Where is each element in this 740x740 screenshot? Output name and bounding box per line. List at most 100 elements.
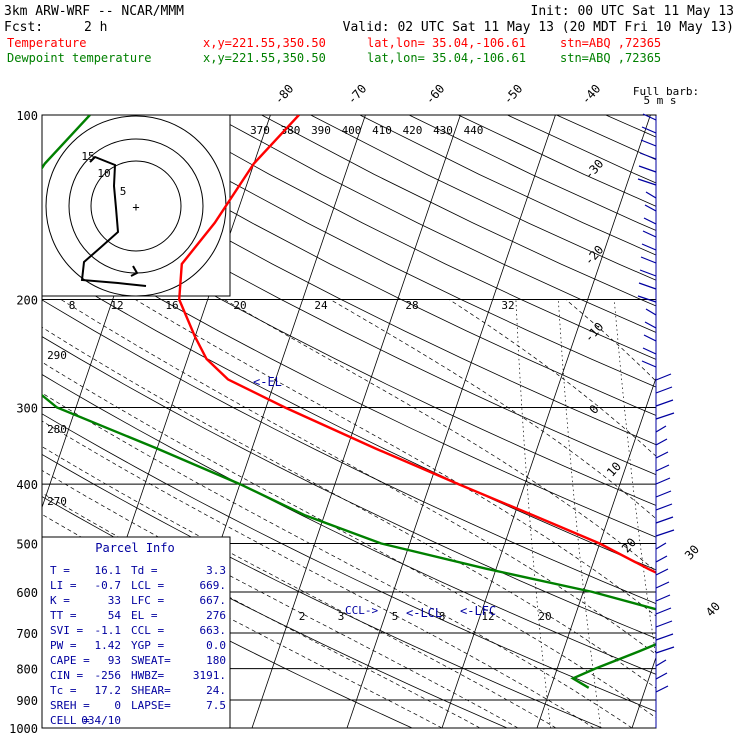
theta-label: 420 — [403, 124, 423, 137]
dry-adiabat-line — [42, 162, 656, 476]
theta-label: 380 — [281, 124, 301, 137]
dry-adiabat-line — [212, 115, 656, 333]
moist-adiabat-line — [449, 299, 656, 457]
mixing-ratio-label: 2 — [299, 610, 306, 623]
pressure-tick-label: 1000 — [9, 722, 38, 736]
parcel-label: TT = — [50, 609, 77, 622]
parcel-label: YGP = — [131, 639, 164, 652]
isotherm-label: -80 — [272, 82, 297, 107]
isotherm-line — [727, 115, 740, 728]
pressure-tick-label: 800 — [16, 663, 38, 677]
wind-barb — [645, 191, 657, 199]
wind-barb — [643, 217, 657, 225]
parcel-label: LI = — [50, 579, 77, 592]
dry-adiabat-line — [605, 115, 656, 138]
parcel-label: EL = — [131, 609, 158, 622]
mixing-ratio-line — [515, 299, 551, 728]
wind-barb — [655, 477, 671, 485]
parcel-value: 7.5 — [206, 699, 226, 712]
wind-barb — [642, 230, 657, 238]
wind-barb — [641, 126, 657, 134]
parcel-info-box: Parcel Info T = 16.1 Td = 3.3 LI = -0.7 LCL = 66… — [41, 536, 231, 729]
parcel-value: 276 — [206, 609, 226, 622]
pressure-tick-label: 500 — [16, 537, 38, 551]
parcel-value: 180 — [206, 654, 226, 667]
parcel-label: PW = — [50, 639, 77, 652]
wind-barb — [641, 360, 657, 368]
parcel-title: Parcel Info — [95, 541, 174, 555]
wind-barb — [655, 659, 667, 667]
wind-barb — [638, 282, 657, 290]
dry-adiabat-line — [42, 229, 656, 538]
wind-barb — [655, 568, 669, 576]
mixing-ratio-label: 20 — [233, 299, 246, 312]
legend-temperature-coords: x,y=221.55,350.50 — [203, 36, 326, 50]
moist-adiabat-line — [565, 299, 656, 382]
wind-barb — [655, 646, 675, 654]
dry-adiabat-line — [42, 299, 656, 605]
wind-barb — [645, 308, 657, 316]
theta-label: 400 — [342, 124, 362, 137]
legend-dewpoint-latlon: lat,lon= 35.04,-106.61 — [367, 51, 526, 65]
parcel-label: SVI = — [50, 624, 83, 637]
parcel-label: CCL = — [131, 624, 164, 637]
parcel-value: 1.42 — [95, 639, 122, 652]
dry-adiabat-line — [42, 336, 656, 639]
moist-adiabat-line — [135, 299, 656, 617]
mixing-ratio-line — [717, 300, 740, 729]
mixing-ratio-label: 5 — [392, 610, 399, 623]
parcel-label: LCL = — [131, 579, 164, 592]
pressure-tick-label: 600 — [16, 586, 38, 600]
wind-barb — [655, 399, 674, 407]
dry-adiabat-line — [310, 115, 656, 281]
dry-adiabat-label: 290 — [47, 349, 67, 362]
wind-barb — [655, 412, 675, 420]
isotherm-label: 0 — [586, 402, 601, 417]
parcel-label: CIN = — [50, 669, 83, 682]
forecast-label: Fcst: — [4, 20, 43, 35]
wind-barb — [655, 685, 669, 693]
el-marker: <-EL — [253, 375, 282, 389]
isotherm-label: 10 — [604, 459, 624, 479]
dry-adiabat-line — [458, 115, 656, 207]
wind-barb — [638, 165, 657, 173]
parcel-label: Td = — [131, 564, 158, 577]
mixing-ratio-label: 28 — [405, 299, 418, 312]
wind-barb — [655, 633, 674, 641]
dry-adiabat-label: 280 — [47, 423, 67, 436]
pressure-tick-label: 900 — [16, 694, 38, 708]
dry-adiabat-line — [42, 195, 656, 506]
isotherm-label: -70 — [345, 82, 370, 107]
parcel-value: 669. — [200, 579, 227, 592]
parcel-value: 24. — [206, 684, 226, 697]
theta-label: 390 — [311, 124, 331, 137]
dewpoint-curve — [42, 115, 656, 689]
wind-barb — [655, 490, 672, 498]
lfc-marker: <-LFC — [460, 604, 496, 618]
theta-label: 410 — [372, 124, 392, 137]
mixing-ratio-label: 3 — [338, 610, 345, 623]
wind-barb — [655, 620, 673, 628]
wind-barb — [644, 204, 657, 212]
isotherm-line — [251, 115, 461, 728]
isotherm-label: -20 — [582, 243, 607, 268]
forecast-hour: 2 h — [84, 20, 107, 35]
pressure-tick-label: 700 — [16, 627, 38, 641]
wind-barb — [655, 464, 670, 472]
wind-barb — [639, 152, 657, 160]
temperature-curve — [177, 115, 656, 574]
isotherm-label: -40 — [579, 82, 604, 107]
wind-barb — [655, 425, 667, 433]
parcel-label: LAPSE= — [131, 699, 171, 712]
pressure-tick-label: 100 — [16, 109, 38, 123]
dry-adiabat-line — [42, 453, 603, 728]
isotherm-line — [536, 376, 656, 728]
parcel-value: -0.7 — [95, 579, 122, 592]
parcel-label: SHEAR= — [131, 684, 171, 697]
hodograph-ring-label: 10 — [97, 167, 110, 180]
parcel-value: 3191. — [193, 669, 226, 682]
dry-adiabat-line — [408, 115, 656, 231]
dry-adiabat-line — [507, 115, 656, 184]
parcel-value: 54 — [108, 609, 122, 622]
